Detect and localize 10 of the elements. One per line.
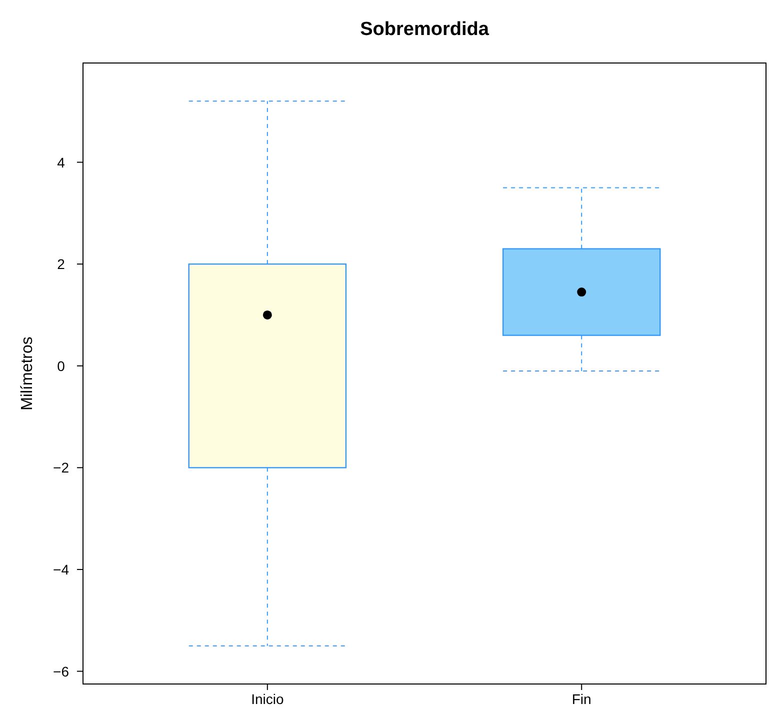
y-tick-label: 2 — [57, 256, 66, 272]
chart-title: Sobremordida — [360, 19, 490, 40]
y-tick-label: −4 — [53, 561, 70, 578]
x-tick-label: Inicio — [251, 691, 284, 707]
y-axis-title: Milímetros — [19, 336, 36, 410]
y-tick-label: −2 — [53, 460, 70, 476]
y-tick-label: −6 — [53, 663, 70, 680]
y-tick-label: 4 — [57, 154, 66, 170]
x-tick-label: Fin — [572, 691, 592, 707]
y-tick-label: 0 — [57, 358, 66, 374]
